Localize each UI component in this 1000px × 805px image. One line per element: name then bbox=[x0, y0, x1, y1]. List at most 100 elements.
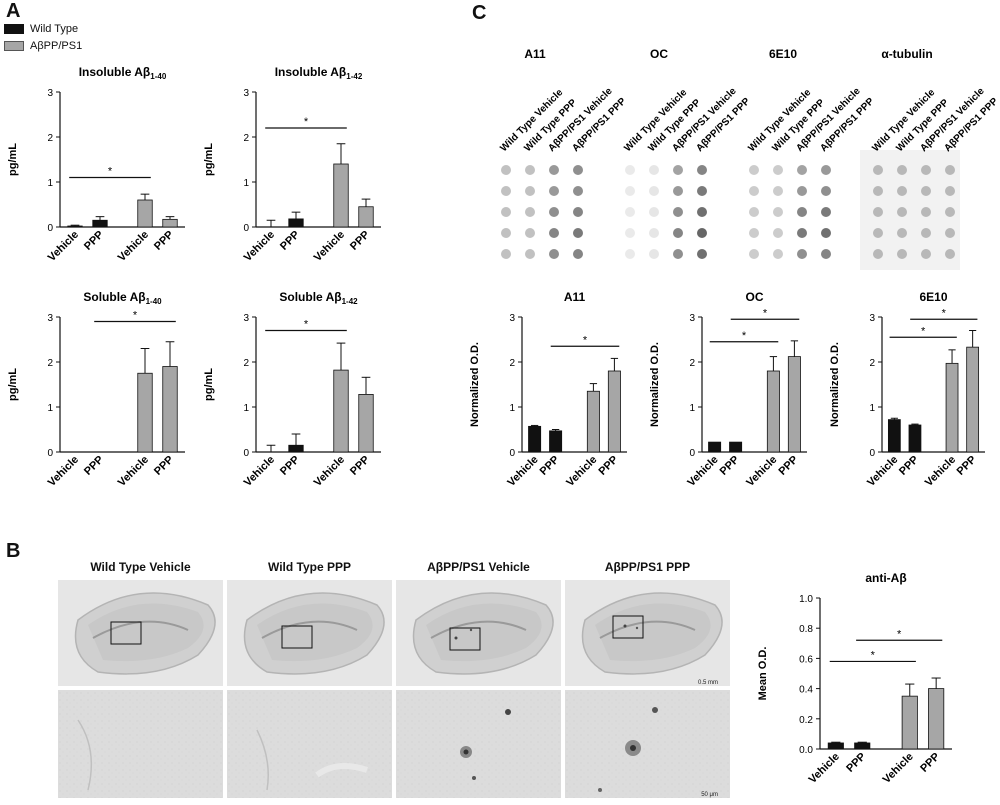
blot-dot bbox=[501, 249, 511, 259]
y-tick-label: 2 bbox=[509, 358, 515, 369]
significance-marker: * bbox=[763, 307, 768, 319]
bar bbox=[333, 163, 349, 228]
y-axis-label: Normalized O.D. bbox=[469, 342, 481, 427]
blot-dot bbox=[921, 249, 931, 259]
chart-title-subscript: 1-42 bbox=[342, 297, 359, 306]
blot-dot bbox=[673, 228, 683, 238]
y-axis-label: pg/mL bbox=[7, 143, 19, 176]
blot-dot bbox=[821, 186, 831, 196]
blot-dot bbox=[649, 228, 659, 238]
blot-dot bbox=[625, 186, 635, 196]
blot-dot bbox=[873, 165, 883, 175]
scale-bar-label: 50 μm bbox=[701, 792, 718, 798]
blot-dot bbox=[649, 207, 659, 217]
blot-dot bbox=[525, 186, 535, 196]
chart-title-main: Soluble Aβ bbox=[83, 290, 145, 304]
antibody-label: 6E10 bbox=[769, 47, 797, 61]
x-tick-label: Vehicle bbox=[116, 454, 151, 489]
significance-marker: * bbox=[897, 628, 902, 640]
blot-dot bbox=[697, 228, 707, 238]
bar bbox=[288, 218, 304, 228]
x-tick-label: Vehicle bbox=[312, 454, 347, 489]
x-tick-label: PPP bbox=[596, 454, 620, 478]
bar bbox=[945, 362, 959, 453]
blot-dot bbox=[749, 165, 759, 175]
y-tick-label: 0.2 bbox=[799, 715, 813, 726]
chart-title-main: anti-Aβ bbox=[865, 571, 906, 585]
chart-title: Soluble Aβ1-42 bbox=[279, 290, 358, 306]
legend: Wild Type AβPP/PS1 bbox=[4, 23, 82, 52]
chart-title-main: Insoluble Aβ bbox=[275, 65, 347, 79]
blot-dot bbox=[573, 207, 583, 217]
bar bbox=[827, 742, 844, 750]
significance-marker: * bbox=[921, 325, 926, 337]
blot-dot bbox=[945, 165, 955, 175]
x-tick-label: PPP bbox=[538, 454, 562, 478]
hippocampus-image-wt-ppp bbox=[227, 580, 392, 686]
blot-dot bbox=[897, 228, 907, 238]
chart-title: Insoluble Aβ1-40 bbox=[79, 65, 167, 81]
bar bbox=[908, 424, 922, 453]
x-tick-label: PPP bbox=[718, 454, 742, 478]
region-box bbox=[110, 621, 142, 645]
x-tick-label: PPP bbox=[278, 229, 302, 253]
y-tick-label: 0 bbox=[243, 448, 249, 459]
blot-dot bbox=[797, 228, 807, 238]
y-tick-label: 2 bbox=[869, 358, 875, 369]
blot-dot bbox=[797, 186, 807, 196]
y-tick-label: 1 bbox=[509, 403, 515, 414]
blot-dot bbox=[549, 207, 559, 217]
y-tick-label: 2 bbox=[243, 133, 249, 144]
blot-dot bbox=[697, 249, 707, 259]
blot-dot bbox=[945, 207, 955, 217]
blot-dot bbox=[525, 165, 535, 175]
antibody-label: α-tubulin bbox=[881, 47, 932, 61]
y-tick-label: 2 bbox=[47, 133, 53, 144]
y-tick-label: 0 bbox=[243, 223, 249, 234]
chart-title-main: A11 bbox=[564, 290, 586, 304]
legend-item-appps1: AβPP/PS1 bbox=[4, 40, 82, 52]
histology-title: AβPP/PS1 Vehicle bbox=[427, 560, 530, 574]
chart-title: Insoluble Aβ1-42 bbox=[275, 65, 363, 81]
blot-dot bbox=[921, 207, 931, 217]
bar bbox=[67, 225, 83, 228]
chart-title-main: Insoluble Aβ bbox=[79, 65, 151, 79]
y-tick-label: 3 bbox=[869, 313, 875, 324]
bar bbox=[586, 390, 600, 453]
y-tick-label: 1 bbox=[689, 403, 695, 414]
panel-label-b: B bbox=[6, 540, 21, 562]
blot-dot bbox=[897, 186, 907, 196]
blot-dot bbox=[749, 186, 759, 196]
y-tick-label: 1.0 bbox=[799, 594, 813, 605]
antibody-label: OC bbox=[650, 47, 668, 61]
chart-anti-ab: anti-Aβ 0.0 0.2 0.4 0.6 0.8 1.0 Mean O.D. Vehicl… bbox=[757, 571, 952, 786]
blot-dot bbox=[945, 249, 955, 259]
chart-title: 6E10 bbox=[919, 290, 947, 304]
bar bbox=[901, 695, 918, 750]
chart-title-subscript: 1-40 bbox=[150, 72, 167, 81]
x-tick-label: Vehicle bbox=[116, 229, 151, 264]
y-tick-label: 3 bbox=[243, 88, 249, 99]
chart-title-main: OC bbox=[746, 290, 764, 304]
x-tick-label: PPP bbox=[955, 454, 979, 478]
x-tick-label: PPP bbox=[348, 454, 372, 478]
blot-dot bbox=[749, 228, 759, 238]
chart-title: A11 bbox=[564, 290, 586, 304]
blot-dot bbox=[697, 165, 707, 175]
significance-marker: * bbox=[742, 330, 747, 342]
bar bbox=[333, 369, 349, 453]
chart-title-main: 6E10 bbox=[919, 290, 947, 304]
blot-dot bbox=[501, 207, 511, 217]
magnified-image-appps1-ppp bbox=[565, 690, 730, 798]
x-tick-label: PPP bbox=[278, 454, 302, 478]
blot-dot bbox=[501, 186, 511, 196]
blot-dot bbox=[573, 228, 583, 238]
legend-item-wild-type: Wild Type bbox=[4, 23, 82, 35]
region-box bbox=[281, 625, 313, 649]
x-tick-label: PPP bbox=[152, 229, 176, 253]
blot-dot bbox=[873, 249, 883, 259]
chart-title: anti-Aβ bbox=[865, 571, 906, 585]
